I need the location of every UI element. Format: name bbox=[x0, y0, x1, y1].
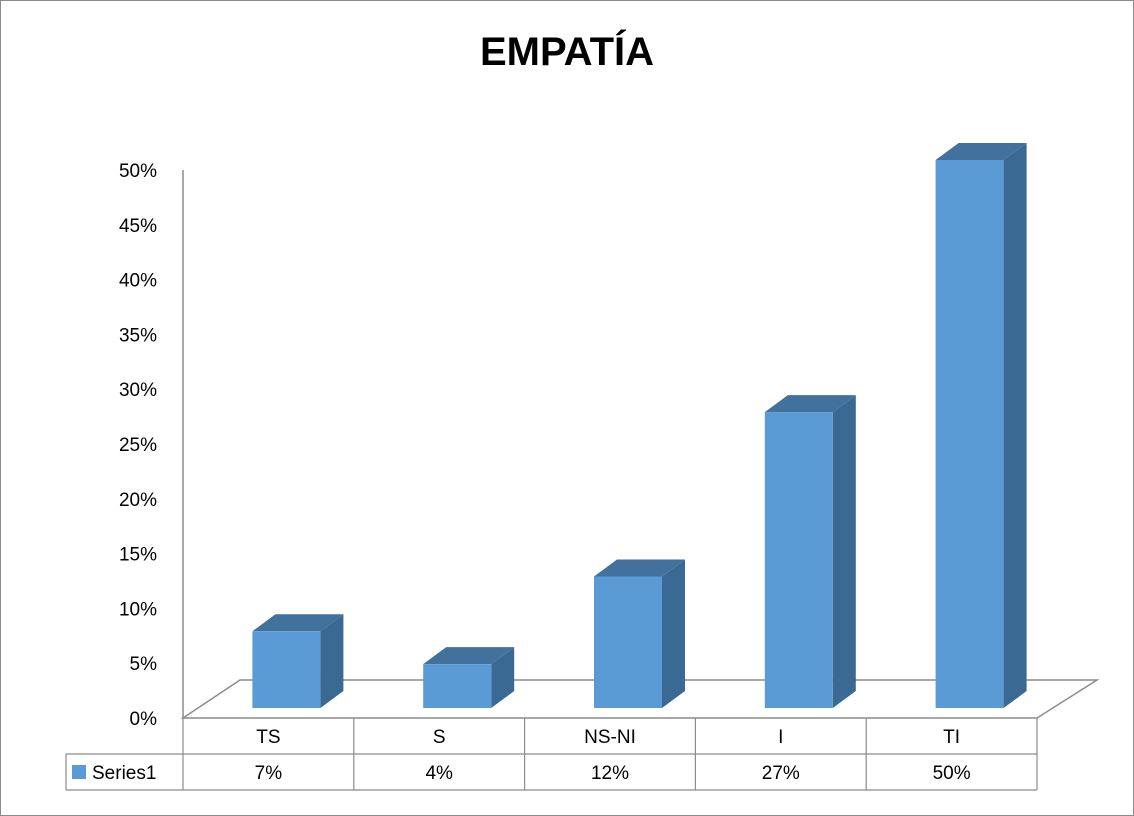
y-tick-label: 15% bbox=[119, 545, 157, 566]
legend-series-name: Series1 bbox=[92, 763, 156, 784]
y-tick-label: 50% bbox=[119, 161, 157, 182]
data-label: 27% bbox=[762, 763, 800, 784]
bar-ti bbox=[935, 143, 1027, 708]
bar-top bbox=[423, 647, 515, 665]
bar-front bbox=[594, 576, 662, 708]
bars bbox=[252, 143, 1027, 708]
category-label: TS bbox=[256, 727, 280, 748]
bar-side bbox=[832, 395, 856, 708]
bar-front bbox=[252, 631, 321, 708]
bar-top bbox=[252, 614, 344, 632]
data-label: 7% bbox=[255, 763, 283, 784]
legend-key bbox=[72, 765, 86, 779]
bar-i bbox=[764, 395, 856, 708]
bar-side bbox=[320, 614, 344, 708]
bar-side bbox=[1003, 143, 1027, 708]
data-label: 12% bbox=[591, 763, 629, 784]
y-tick-label: 0% bbox=[130, 709, 158, 730]
bar-front bbox=[423, 664, 492, 708]
category-label: I bbox=[778, 727, 783, 748]
bar-top bbox=[764, 395, 856, 413]
y-tick-label: 5% bbox=[130, 654, 158, 675]
bar-side bbox=[491, 647, 515, 708]
category-label: TI bbox=[943, 727, 960, 748]
data-table: TS S NS-NI I TI Series1 7% 4% 12% 27% 50% bbox=[65, 718, 1038, 791]
y-tick-label: 30% bbox=[119, 380, 157, 401]
y-axis: 0% 5% 10% 15% 20% 25% 30% 35% 40% 45% 50% bbox=[119, 161, 184, 730]
y-tick-label: 35% bbox=[119, 325, 157, 346]
bar-front bbox=[764, 412, 833, 708]
y-tick-label: 10% bbox=[119, 599, 157, 620]
category-label: NS-NI bbox=[584, 727, 636, 748]
chart-title: EMPATÍA bbox=[479, 30, 655, 74]
chart-floor bbox=[180, 679, 1100, 719]
bar-top bbox=[594, 559, 685, 577]
y-tick-label: 45% bbox=[119, 216, 157, 237]
bar-front bbox=[935, 160, 1004, 708]
data-label: 4% bbox=[425, 763, 453, 784]
bar-ns-ni bbox=[594, 559, 685, 708]
bar-side bbox=[662, 559, 685, 708]
category-label: S bbox=[433, 727, 446, 748]
bar-s bbox=[423, 647, 515, 708]
bar-ts bbox=[252, 614, 344, 708]
floor-plane bbox=[180, 679, 1100, 719]
bar-top bbox=[935, 143, 1027, 160]
y-tick-label: 40% bbox=[119, 271, 157, 292]
y-tick-label: 25% bbox=[119, 435, 157, 456]
y-tick-label: 20% bbox=[119, 490, 157, 511]
data-label: 50% bbox=[933, 763, 971, 784]
